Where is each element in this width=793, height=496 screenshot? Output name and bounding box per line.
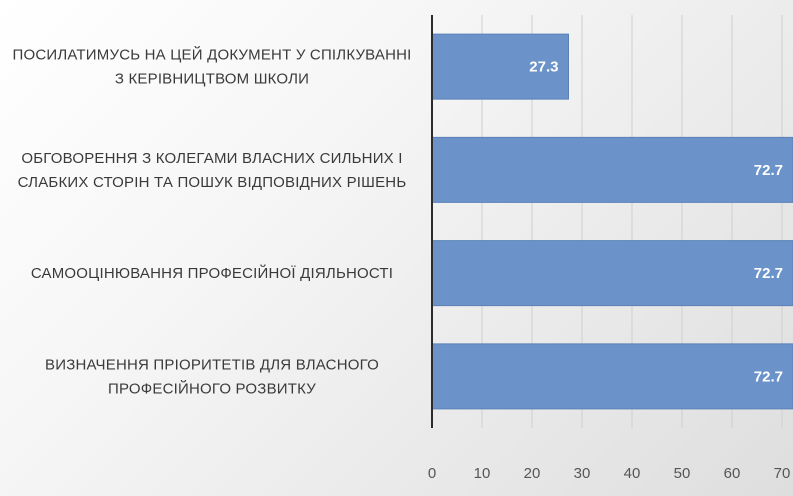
data-label: 72.7	[754, 368, 783, 385]
x-tick-label: 40	[624, 465, 641, 482]
data-label: 72.7	[754, 162, 783, 179]
category-label: ПРОФЕСІЙНОГО РОЗВИТКУ	[108, 379, 316, 397]
category-label: З КЕРІВНИЦТВОМ ШКОЛИ	[115, 71, 309, 88]
data-label: 72.7	[754, 265, 783, 282]
bars: 27.3 72.7 72.7 72.7	[431, 33, 793, 410]
x-tick-label: 10	[474, 465, 491, 482]
x-tick-labels: 0 10 20 30 40 50 60 70	[428, 465, 791, 482]
bar	[431, 136, 793, 203]
x-tick-label: 30	[574, 465, 591, 482]
x-tick-label: 70	[774, 465, 791, 482]
x-tick-label: 20	[524, 465, 541, 482]
category-labels: ПОСИЛАТИМУСЬ НА ЦЕЙ ДОКУМЕНТ У СПІЛКУВАН…	[12, 46, 411, 398]
category-label: САМООЦІНЮВАННЯ ПРОФЕСІЙНОЇ ДІЯЛЬНОСТІ	[31, 264, 393, 282]
bar	[431, 240, 793, 307]
bar	[431, 343, 793, 410]
category-label: ВИЗНАЧЕННЯ ПРІОРИТЕТІВ ДЛЯ ВЛАСНОГО	[45, 356, 379, 373]
category-label: ПОСИЛАТИМУСЬ НА ЦЕЙ ДОКУМЕНТ У СПІЛКУВАН…	[12, 46, 411, 64]
x-tick-label: 0	[428, 465, 436, 482]
category-label: СЛАБКИХ СТОРІН ТА ПОШУК ВІДПОВІДНИХ РІШЕ…	[18, 174, 407, 191]
x-tick-label: 60	[724, 465, 741, 482]
x-tick-label: 50	[674, 465, 691, 482]
category-label: ОБГОВОРЕННЯ З КОЛЕГАМИ ВЛАСНИХ СИЛЬНИХ І	[21, 150, 402, 167]
data-label: 27.3	[529, 59, 558, 76]
